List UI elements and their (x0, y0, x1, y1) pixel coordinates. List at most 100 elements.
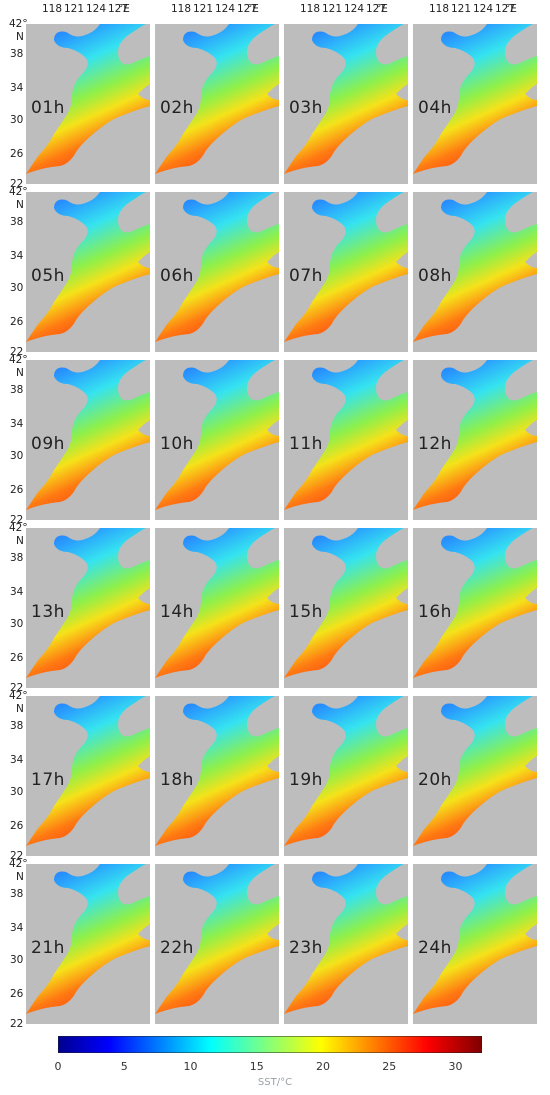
sea-area (413, 360, 537, 520)
latitude-unit: N (16, 367, 24, 379)
latitude-tick: 42° (9, 354, 28, 366)
hour-label: 21h (31, 938, 65, 958)
longitude-tick: 124 (215, 3, 236, 15)
taiwan-land (481, 485, 496, 515)
korea-land (517, 864, 537, 894)
latitude-tick: 22 (10, 178, 24, 190)
hour-label: 20h (418, 770, 452, 790)
sst-map (26, 528, 150, 688)
sst-map (413, 192, 537, 352)
sea-area (26, 24, 150, 184)
hour-label: 14h (160, 602, 194, 622)
korea-land (259, 696, 279, 726)
longitude-tick: 118 (171, 3, 192, 15)
korea-land (388, 864, 408, 894)
taiwan-land (352, 317, 367, 347)
latitude-tick: 30 (10, 786, 24, 798)
sst-map (413, 24, 537, 184)
longitude-unit: °E (505, 3, 517, 15)
korea-land (388, 696, 408, 726)
sst-map-panel: 20h (413, 696, 537, 856)
taiwan-land (223, 989, 238, 1019)
sea-area (155, 528, 279, 688)
longitude-tick: 121 (193, 3, 214, 15)
sst-map-panel: 02h (155, 24, 279, 184)
sea-area (26, 528, 150, 688)
latitude-tick: 34 (10, 250, 24, 262)
latitude-tick: 30 (10, 114, 24, 126)
japan-land (267, 756, 279, 772)
longitude-tick: 124 (473, 3, 494, 15)
hour-label: 15h (289, 602, 323, 622)
latitude-tick: 42° (9, 18, 28, 30)
hour-label: 09h (31, 434, 65, 454)
sea-area (284, 696, 408, 856)
longitude-tick: 118 (300, 3, 321, 15)
hour-label: 10h (160, 434, 194, 454)
korea-land (388, 528, 408, 558)
latitude-tick: 42° (9, 522, 28, 534)
latitude-unit: N (16, 871, 24, 883)
japan-land (525, 252, 537, 268)
longitude-unit: °E (247, 3, 259, 15)
taiwan-land (481, 149, 496, 179)
latitude-tick: 38 (10, 48, 24, 60)
longitude-tick: 127 (237, 3, 258, 15)
latitude-tick: 26 (10, 316, 24, 328)
sst-map-panel: 24h (413, 864, 537, 1024)
sea-area (284, 864, 408, 1024)
japan-land (267, 588, 279, 604)
sst-map-panel: 17h (26, 696, 150, 856)
sea-area (26, 696, 150, 856)
latitude-tick: 34 (10, 922, 24, 934)
japan-land (396, 756, 408, 772)
sst-map (155, 360, 279, 520)
sst-map (413, 360, 537, 520)
korea-land (130, 24, 150, 54)
hour-label: 04h (418, 98, 452, 118)
latitude-tick: 30 (10, 618, 24, 630)
korea-land (259, 24, 279, 54)
longitude-tick: 121 (451, 3, 472, 15)
sst-map-panel: 03h (284, 24, 408, 184)
japan-land (396, 924, 408, 940)
sea-area (284, 24, 408, 184)
sea-area (155, 696, 279, 856)
sst-map-panel: 18h (155, 696, 279, 856)
korea-land (517, 528, 537, 558)
taiwan-land (352, 149, 367, 179)
taiwan-land (352, 653, 367, 683)
japan-land (138, 84, 150, 100)
latitude-tick: 22 (10, 514, 24, 526)
korea-land (517, 360, 537, 390)
sst-map-panel: 01h (26, 24, 150, 184)
taiwan-land (352, 485, 367, 515)
taiwan-land (481, 821, 496, 851)
hour-label: 13h (31, 602, 65, 622)
latitude-tick: 22 (10, 1018, 24, 1030)
taiwan-land (94, 149, 109, 179)
colorbar-tick: 5 (120, 1060, 128, 1073)
sst-map-panel: 06h (155, 192, 279, 352)
hour-label: 05h (31, 266, 65, 286)
korea-land (388, 192, 408, 222)
korea-land (130, 864, 150, 894)
latitude-tick: 34 (10, 586, 24, 598)
latitude-tick: 42° (9, 858, 28, 870)
sst-map-panel: 21h (26, 864, 150, 1024)
colorbar-gradient (58, 1036, 482, 1053)
korea-land (130, 696, 150, 726)
latitude-tick: 38 (10, 384, 24, 396)
longitude-tick: 127 (366, 3, 387, 15)
latitude-tick: 34 (10, 82, 24, 94)
hour-label: 08h (418, 266, 452, 286)
hour-label: 12h (418, 434, 452, 454)
sst-map (413, 864, 537, 1024)
colorbar-tick: 0 (54, 1060, 62, 1073)
latitude-unit: N (16, 535, 24, 547)
japan-land (138, 756, 150, 772)
colorbar-tick: 30 (448, 1060, 463, 1073)
hour-label: 11h (289, 434, 323, 454)
latitude-tick: 26 (10, 652, 24, 664)
